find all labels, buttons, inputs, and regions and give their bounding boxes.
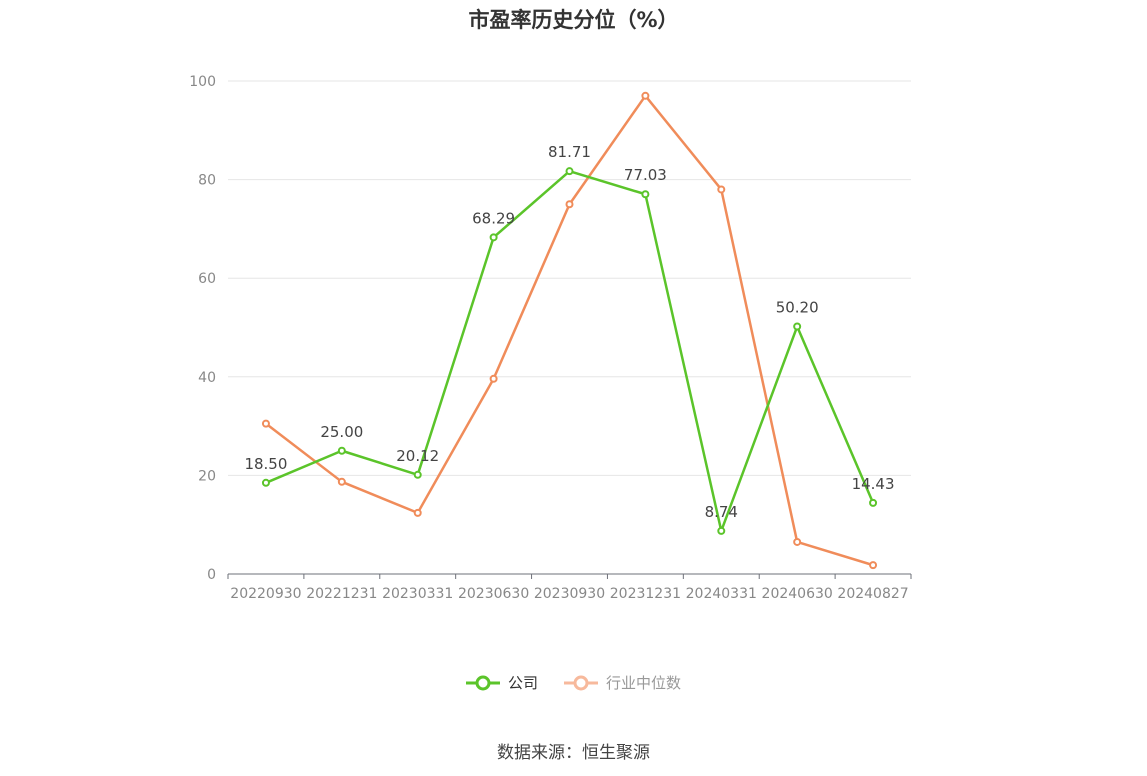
data-point-industry-median — [489, 374, 498, 383]
y-tick-label: 100 — [189, 74, 216, 90]
x-tick-label: 20240331 — [686, 586, 757, 602]
legend-label-company: 公司 — [507, 674, 538, 692]
y-tick-label: 0 — [207, 567, 216, 583]
y-tick-label: 40 — [198, 370, 216, 386]
data-point-industry-median — [869, 561, 878, 570]
series-line-industry-median — [265, 94, 874, 567]
data-point-company — [793, 322, 802, 331]
data-point-industry-median — [565, 200, 574, 209]
legend-label-industry-median: 行业中位数 — [606, 674, 682, 692]
x-tick-label: 20231231 — [610, 586, 681, 602]
data-point-company — [565, 167, 574, 176]
data-label-company: 18.50 — [244, 455, 287, 473]
data-label-company: 20.12 — [396, 447, 439, 465]
data-point-company — [261, 478, 270, 487]
legend-item-company[interactable]: 公司 — [465, 672, 538, 693]
source-note: 数据来源：恒生聚源 — [497, 743, 650, 763]
data-point-company — [869, 498, 878, 507]
data-label-company: 68.29 — [472, 209, 515, 227]
y-tick-label: 80 — [198, 173, 216, 189]
legend: 公司 行业中位数 — [0, 672, 1147, 693]
data-label-company: 50.20 — [776, 299, 819, 317]
data-point-company — [337, 446, 346, 455]
x-tick-label: 20230630 — [458, 586, 529, 602]
y-tick-label: 20 — [198, 468, 216, 484]
chart-title: 市盈率历史分位（%） — [468, 8, 679, 32]
x-tick-label: 20230331 — [382, 586, 453, 602]
data-label-company: 14.43 — [852, 475, 895, 493]
data-point-company — [641, 190, 650, 199]
legend-marker-company-icon — [465, 675, 500, 690]
x-tick-label: 20240827 — [837, 586, 908, 602]
data-point-industry-median — [337, 477, 346, 486]
data-point-industry-median — [717, 185, 726, 194]
x-tick-label: 20220930 — [230, 586, 301, 602]
x-tick-label: 20230930 — [534, 586, 605, 602]
y-tick-label: 60 — [198, 271, 216, 287]
data-point-industry-median — [641, 91, 650, 100]
data-label-company: 77.03 — [624, 166, 667, 184]
x-tick-label: 20240630 — [762, 586, 833, 602]
data-label-company: 81.71 — [548, 143, 591, 161]
data-point-industry-median — [261, 419, 270, 428]
x-tick-label: 20221231 — [306, 586, 377, 602]
data-label-company: 25.00 — [320, 423, 363, 441]
data-point-company — [413, 470, 422, 479]
data-point-industry-median — [793, 537, 802, 546]
legend-item-industry-median[interactable]: 行业中位数 — [564, 672, 681, 693]
data-label-company: 8.74 — [705, 503, 738, 521]
data-point-industry-median — [413, 508, 422, 517]
legend-marker-industry-icon — [564, 675, 598, 690]
data-point-company — [717, 526, 726, 535]
data-point-company — [489, 233, 498, 242]
